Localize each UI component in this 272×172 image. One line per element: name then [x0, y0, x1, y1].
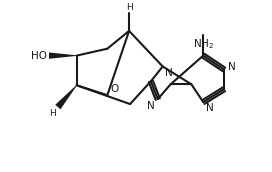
Text: H: H	[49, 109, 56, 118]
Text: N: N	[228, 62, 236, 72]
Text: N: N	[206, 103, 214, 113]
Polygon shape	[55, 85, 77, 109]
Text: HO: HO	[31, 51, 47, 61]
Text: N: N	[147, 101, 155, 111]
Polygon shape	[49, 52, 77, 59]
Text: N: N	[165, 68, 172, 78]
Text: H: H	[126, 3, 132, 12]
Text: NH$_2$: NH$_2$	[193, 37, 214, 51]
Text: O: O	[110, 84, 119, 94]
